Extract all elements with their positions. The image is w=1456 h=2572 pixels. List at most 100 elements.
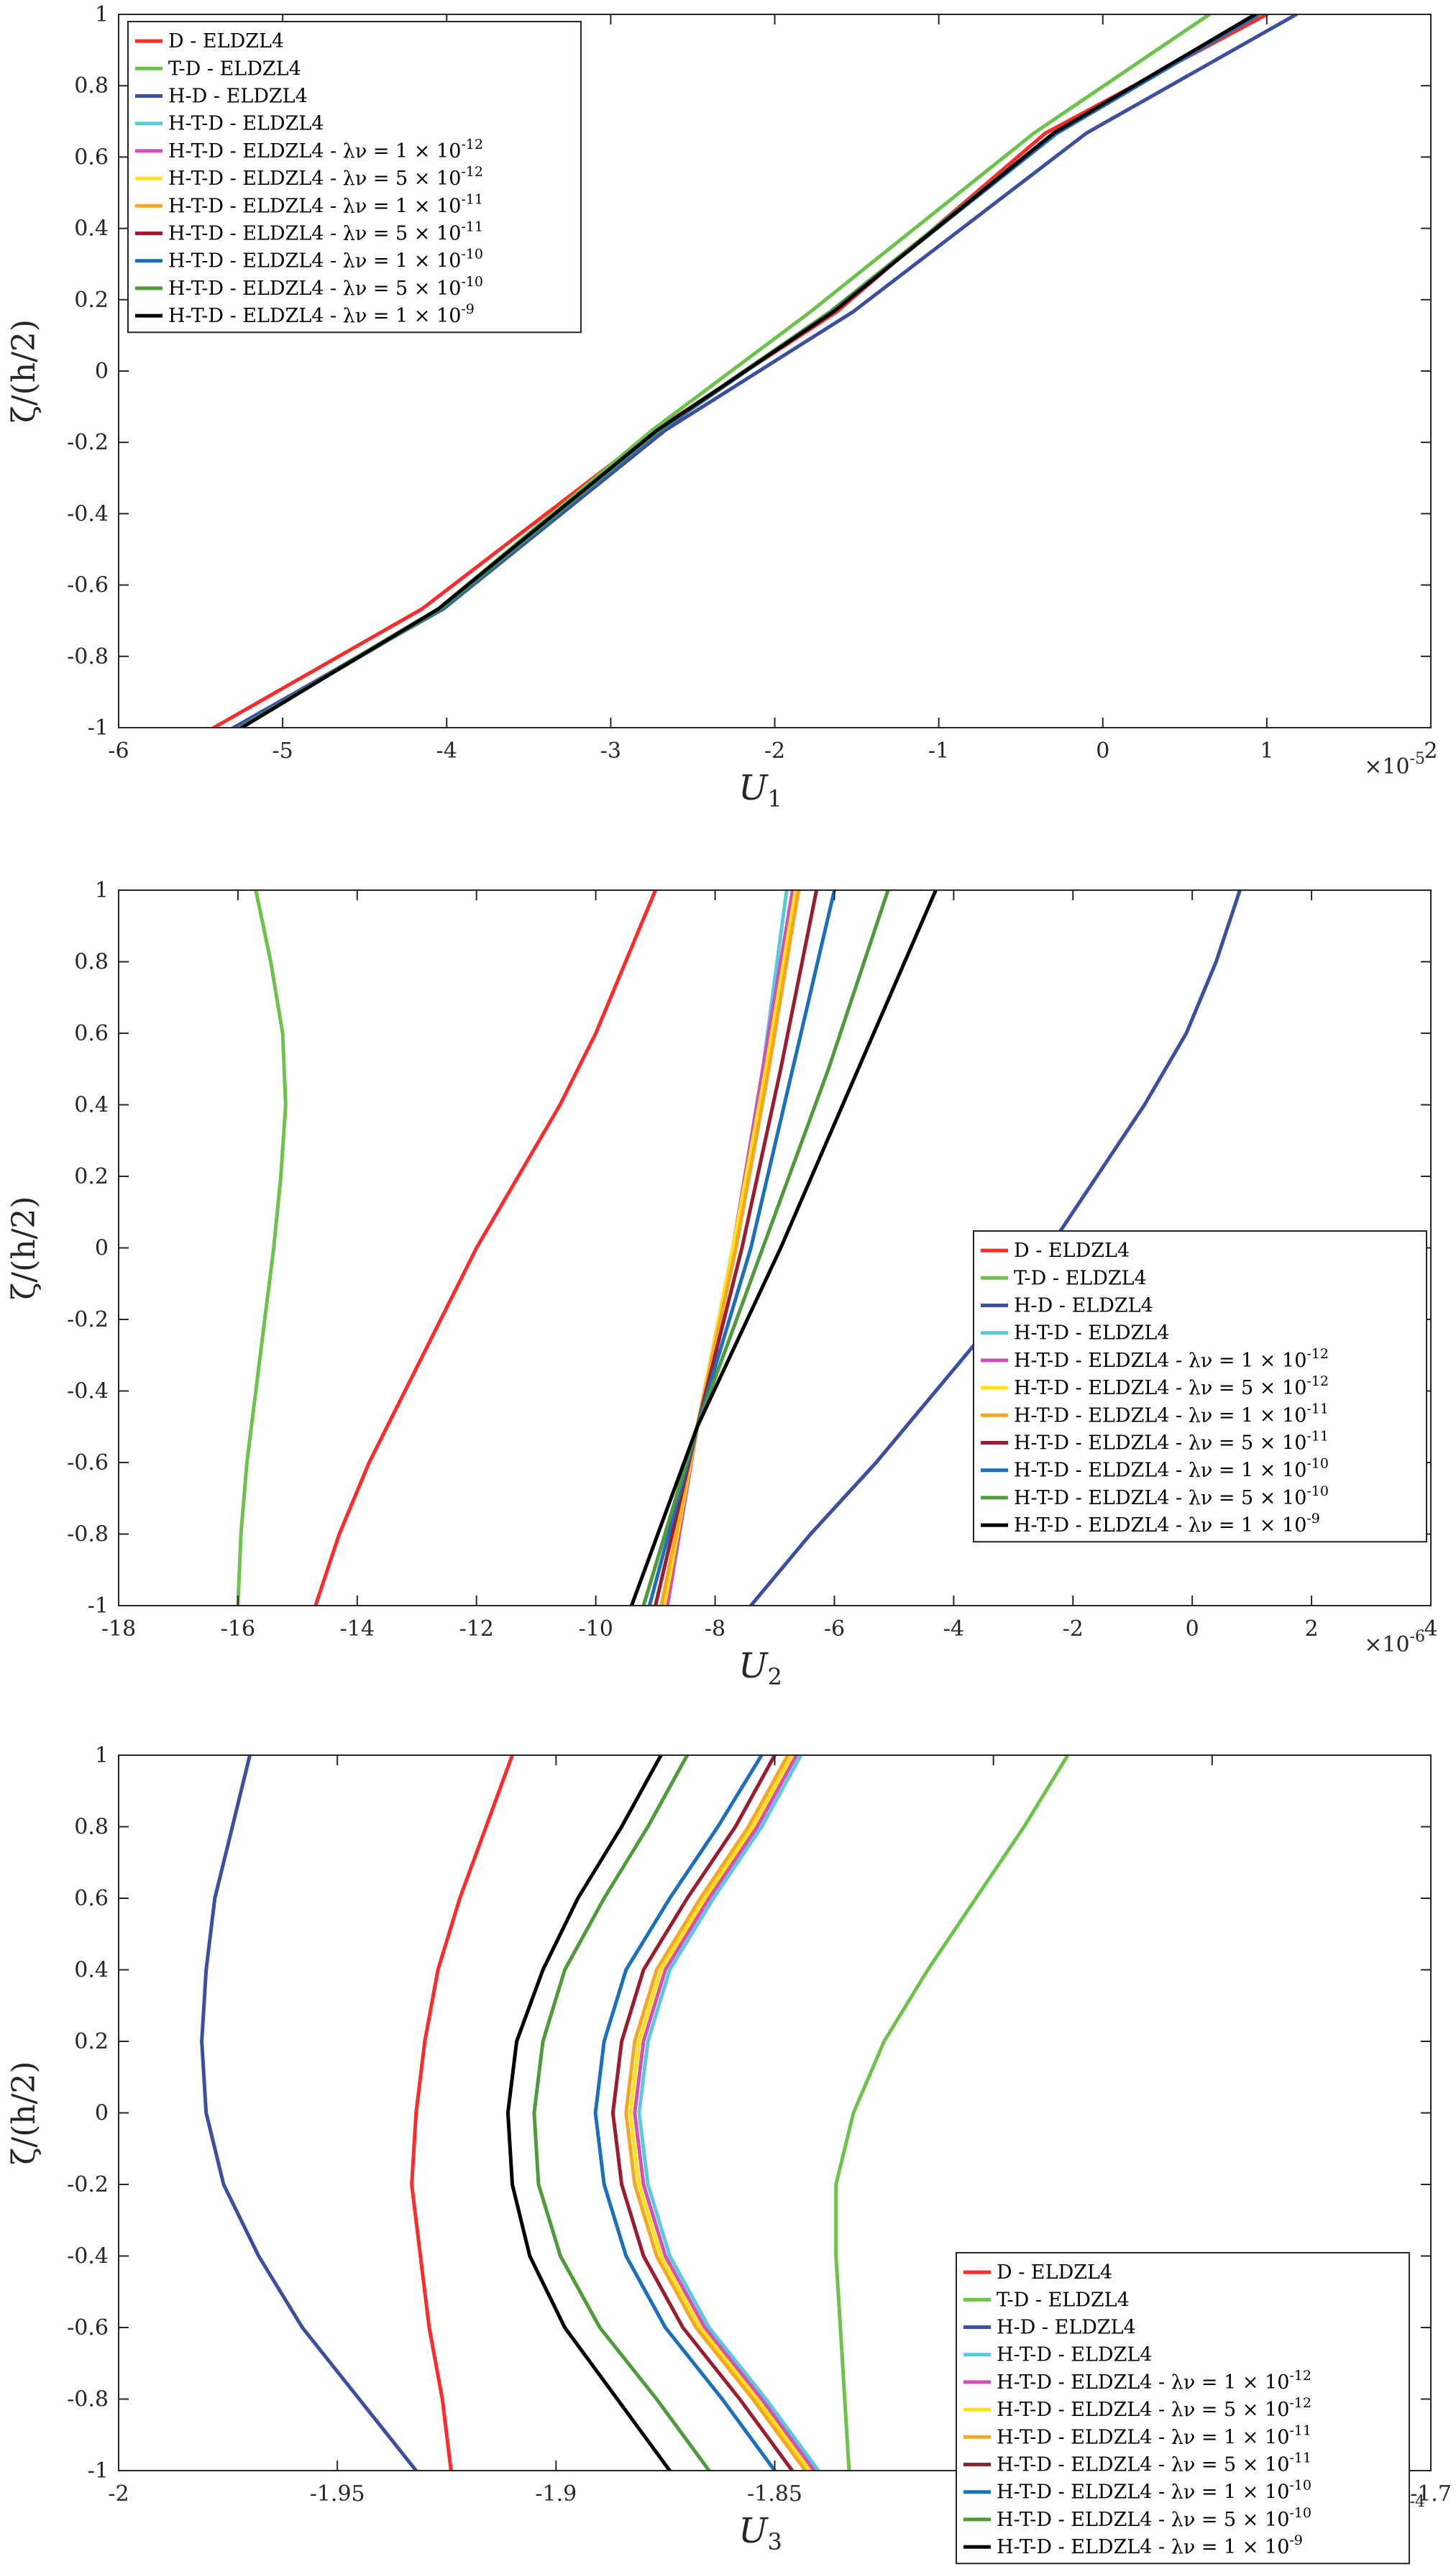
series-line-1 — [313, 890, 658, 1606]
legend-entry-5: H-T-D - ELDZL4 - λν = 1 × 10-12 — [168, 137, 483, 163]
series-line-11 — [239, 14, 1258, 728]
legend-entry-2: T-D - ELDZL4 — [1014, 1267, 1147, 1289]
y-tick-label: 0 — [95, 2101, 109, 2126]
y-tick-label: 0 — [95, 359, 109, 384]
legend-entry-7: H-T-D - ELDZL4 - λν = 1 × 10-11 — [997, 2422, 1311, 2448]
y-axis-label: ζ/(h/2) — [6, 319, 42, 423]
y-tick-label: -0.6 — [67, 2315, 109, 2340]
x-tick-label: -6 — [824, 1616, 845, 1642]
series-lines — [211, 14, 1299, 728]
x-tick-label: -2 — [1063, 1616, 1084, 1642]
x-tick-label: 0 — [1096, 738, 1109, 764]
legend-entry-8: H-T-D - ELDZL4 - λν = 5 × 10-11 — [997, 2450, 1311, 2476]
x-tick-label: 0 — [1186, 1616, 1199, 1642]
y-tick-label: -0.8 — [67, 1522, 109, 1547]
legend-entry-8: H-T-D - ELDZL4 - λν = 5 × 10-11 — [1014, 1429, 1329, 1455]
legend-entry-4: H-T-D - ELDZL4 — [1014, 1322, 1169, 1345]
chart-panel-2: -18 -16 -14 -12 -10 -8 -6 -4 -2 0 2 4 -1 -0.8 -0.6 -0.4… — [6, 878, 1438, 1690]
legend-entry-3: H-D - ELDZL4 — [168, 86, 308, 108]
y-tick-label: 0.6 — [74, 1886, 109, 1911]
series-line-10 — [641, 890, 890, 1606]
legend-entry-10: H-T-D - ELDZL4 - λν = 5 × 10-10 — [168, 274, 483, 300]
x-tick-label: -1.7 — [1410, 2481, 1452, 2507]
series-line-7 — [624, 1755, 807, 2471]
legend-entry-1: D - ELDZL4 — [168, 30, 284, 52]
y-tick-label: 0 — [95, 1236, 109, 1261]
legend-entry-6: H-T-D - ELDZL4 - λν = 5 × 10-12 — [997, 2395, 1311, 2421]
y-tick-label: -0.8 — [67, 2387, 109, 2412]
y-tick-label: 0.8 — [74, 1815, 109, 1840]
legend-entry-6: H-T-D - ELDZL4 - λν = 5 × 10-12 — [168, 164, 483, 190]
y-tick-label: -0.2 — [67, 430, 109, 455]
series-line-5 — [633, 1755, 816, 2471]
x-tick-label: -1.9 — [535, 2481, 577, 2507]
legend-entry-2: T-D - ELDZL4 — [997, 2289, 1130, 2311]
y-tick-label: 0.6 — [74, 1021, 109, 1046]
x-tick-label: -14 — [340, 1616, 375, 1642]
legend-box — [973, 1230, 1427, 1543]
x-tick-label: -4 — [943, 1616, 964, 1642]
series-line-8 — [610, 1755, 795, 2471]
x-tick-label: -4 — [436, 738, 457, 764]
legend-entry-9: H-T-D - ELDZL4 - λν = 1 × 10-10 — [1014, 1456, 1329, 1482]
y-tick-label: -0.4 — [67, 1379, 109, 1404]
y-tick-label: 1 — [95, 2, 109, 27]
series-line-11 — [505, 1755, 672, 2471]
legend-box — [127, 21, 582, 334]
legend-entry-5: H-T-D - ELDZL4 - λν = 1 × 10-12 — [1014, 1346, 1329, 1372]
legend-entry-6: H-T-D - ELDZL4 - λν = 5 × 10-12 — [1014, 1373, 1329, 1399]
legend-entry-11: H-T-D - ELDZL4 - λν = 1 × 10-9 — [997, 2532, 1303, 2558]
y-tick-label: -0.6 — [67, 573, 109, 598]
x-tick-label: -18 — [101, 1616, 136, 1642]
y-tick-label: 0.2 — [74, 288, 109, 313]
series-line-4 — [637, 1755, 820, 2471]
legend-entry-3: H-D - ELDZL4 — [997, 2317, 1136, 2339]
legend-entry-7: H-T-D - ELDZL4 - λν = 1 × 10-11 — [1014, 1401, 1329, 1427]
y-tick-label: -1 — [88, 2458, 109, 2484]
y-axis-label: ζ/(h/2) — [6, 2061, 42, 2164]
legend-entry-9: H-T-D - ELDZL4 - λν = 1 × 10-10 — [168, 247, 483, 273]
y-tick-label: -1 — [88, 1593, 109, 1619]
x-axis-multiplier: ×10-5 — [1364, 750, 1425, 779]
series-line-1 — [410, 1755, 514, 2471]
chart-panel-3: -2-1.95-1.9-1.85-1.8-1.75-1.7-1-0.8-0.6-… — [6, 1743, 1452, 2565]
legend-entry-1: D - ELDZL4 — [1014, 1240, 1130, 1262]
x-axis-label: U1 — [738, 768, 782, 813]
series-line-5 — [665, 890, 795, 1606]
legend-entry-3: H-D - ELDZL4 — [1014, 1295, 1153, 1317]
x-axis-label: U3 — [738, 2511, 782, 2555]
x-tick-label: 4 — [1424, 1616, 1437, 1642]
series-lines — [200, 1755, 1070, 2471]
legend-entry-8: H-T-D - ELDZL4 - λν = 5 × 10-11 — [168, 219, 483, 245]
legend-entry-5: H-T-D - ELDZL4 - λν = 1 × 10-12 — [997, 2368, 1311, 2394]
legend: D - ELDZL4 T-D - ELDZL4 H-D - ELDZL4 H-T-D … — [973, 1230, 1427, 1543]
y-tick-label: 0.4 — [74, 1093, 109, 1118]
legend: D - ELDZL4 T-D - ELDZL4 H-D - ELDZL4 H-T-D … — [956, 2252, 1410, 2565]
y-tick-label: 0.2 — [74, 1164, 109, 1189]
series-line-2 — [834, 1755, 1070, 2471]
x-tick-label: -1.85 — [747, 2481, 802, 2507]
x-tick-label: -1 — [928, 738, 949, 764]
series-line-2 — [236, 890, 288, 1606]
series-line-11 — [629, 890, 938, 1606]
x-tick-label: -10 — [578, 1616, 613, 1642]
series-line-7 — [659, 890, 801, 1606]
x-tick-label: -8 — [705, 1616, 725, 1642]
legend-entry-10: H-T-D - ELDZL4 - λν = 5 × 10-10 — [1014, 1483, 1329, 1509]
legend: D - ELDZL4 T-D - ELDZL4 H-D - ELDZL4 H-T-D … — [127, 21, 582, 334]
x-axis-label: U2 — [738, 1646, 782, 1690]
y-tick-label: 0.2 — [74, 2029, 109, 2054]
legend-entry-10: H-T-D - ELDZL4 - λν = 5 × 10-10 — [997, 2505, 1311, 2531]
x-tick-label: 2 — [1305, 1616, 1319, 1642]
legend-entry-9: H-T-D - ELDZL4 - λν = 1 × 10-10 — [997, 2478, 1311, 2504]
legend-entry-11: H-T-D - ELDZL4 - λν = 1 × 10-9 — [1014, 1511, 1320, 1537]
legend-entry-11: H-T-D - ELDZL4 - λν = 1 × 10-9 — [168, 301, 475, 327]
x-tick-label: -1.95 — [310, 2481, 365, 2507]
x-tick-label: -12 — [459, 1616, 494, 1642]
legend-box — [956, 2252, 1410, 2565]
x-tick-label: -6 — [108, 738, 129, 764]
y-tick-label: 0.8 — [74, 73, 109, 99]
x-axis-multiplier: ×10-6 — [1364, 1628, 1425, 1657]
series-line-9 — [647, 890, 836, 1606]
